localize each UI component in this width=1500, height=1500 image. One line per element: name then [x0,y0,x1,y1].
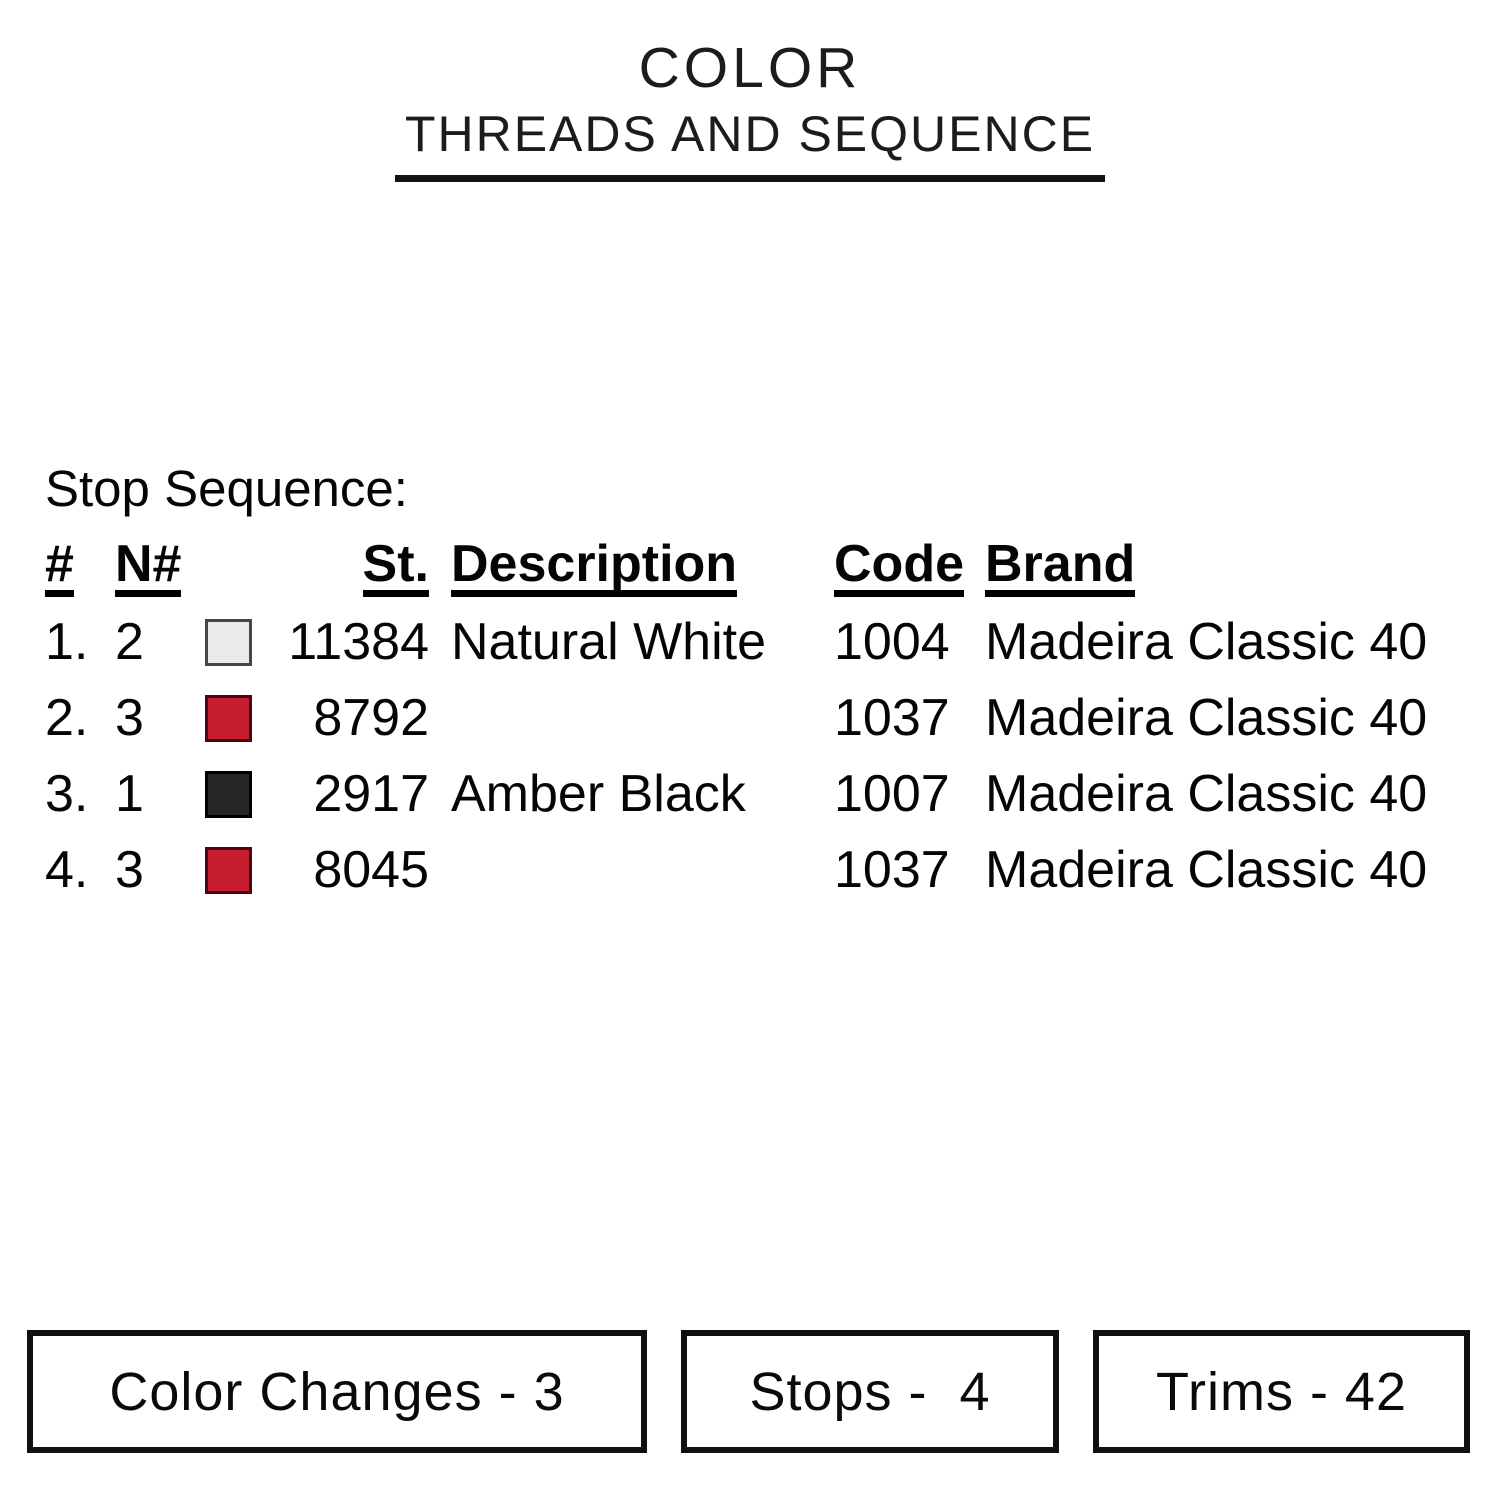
row-stitches: 8045 [313,841,429,899]
row-needle: 3 [115,689,144,747]
row-swatch-cell [199,756,277,832]
trims-box: Trims - 42 [1093,1330,1470,1453]
column-header-brand: Brand [955,538,1465,604]
thread-color-swatch [205,694,252,742]
row-stitches: 8792 [313,689,429,747]
row-index: 1. [45,613,89,671]
row-needle: 3 [115,841,144,899]
thread-color-swatch [205,770,252,818]
row-brand: Madeira Classic 40 [985,613,1428,671]
stop-sequence-section: Stop Sequence: # N# St. Description Code… [45,462,1465,908]
trims-label: Trims - 42 [1156,1361,1407,1422]
color-changes-box: Color Changes - 3 [27,1330,647,1453]
row-index: 2. [45,689,89,747]
row-swatch-cell [199,832,277,908]
row-brand: Madeira Classic 40 [985,841,1428,899]
stops-box: Stops - 4 [681,1330,1059,1453]
title-underline [395,175,1105,182]
column-header-swatch [199,540,277,604]
row-code: 1007 [834,765,950,823]
column-header-description: Description [429,538,809,604]
page-subtitle: THREADS AND SEQUENCE [404,106,1096,162]
row-description: Amber Black [451,765,746,823]
color-changes-label: Color Changes - 3 [109,1361,565,1422]
row-code: 1004 [834,613,950,671]
column-header-stitches: St. [277,538,429,604]
column-header-code: Code [809,538,964,604]
row-swatch-cell [199,604,277,680]
column-header-needle: N# [115,538,199,604]
row-brand: Madeira Classic 40 [985,689,1428,747]
stop-sequence-heading: Stop Sequence: [45,460,408,517]
row-index: 4. [45,841,89,899]
thread-color-swatch [205,618,252,666]
row-code: 1037 [834,841,950,899]
stops-label: Stops - 4 [749,1361,991,1422]
row-brand: Madeira Classic 40 [985,765,1428,823]
row-description [429,680,809,756]
row-description: Natural White [451,613,766,671]
column-header-index: # [45,538,115,604]
page-title: COLOR [638,36,862,100]
thread-table: # N# St. Description Code Brand 1. 2 113… [45,538,1465,908]
title-block: COLOR THREADS AND SEQUENCE [0,40,1500,182]
row-stitches: 11384 [288,613,429,671]
row-index: 3. [45,765,89,823]
row-stitches: 2917 [313,765,429,823]
row-swatch-cell [199,680,277,756]
row-code: 1037 [834,689,950,747]
row-description [429,832,809,908]
row-needle: 2 [115,613,144,671]
row-needle: 1 [115,765,144,823]
thread-color-swatch [205,846,252,894]
